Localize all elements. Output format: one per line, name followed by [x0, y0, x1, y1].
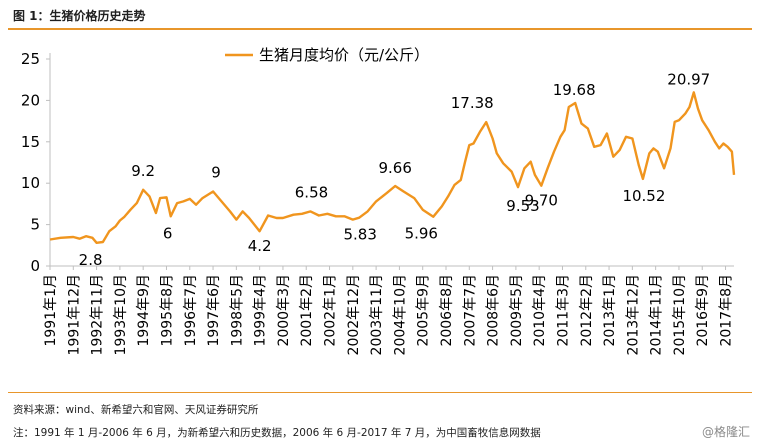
- data-label: 20.97: [667, 70, 710, 88]
- x-tick-label: 2004年10月: [392, 274, 408, 355]
- watermark: @格隆汇: [701, 425, 750, 439]
- x-tick-label: 2017年8月: [719, 274, 735, 347]
- price-series-line: [49, 91, 736, 245]
- footnote: 注：1991 年 1 月-2006 年 6 月，为新希望六和历史数据，2006 …: [13, 427, 541, 439]
- x-tick-label: 1995年8月: [159, 274, 175, 347]
- data-label: 10.52: [622, 187, 665, 205]
- legend-label: 生猪月度均价（元/公斤）: [259, 46, 429, 64]
- watermark-text: 格隆汇: [713, 425, 750, 439]
- x-tick-label: 2015年10月: [672, 274, 688, 355]
- data-label: 2.8: [79, 251, 103, 269]
- data-label: 9.66: [378, 159, 411, 177]
- x-tick-label: 1993年10月: [113, 274, 129, 355]
- data-label: 6: [163, 224, 173, 242]
- x-tick-label: 1992年11月: [90, 274, 106, 355]
- x-tick-label: 1996年7月: [183, 274, 199, 347]
- x-tick-label: 2002年12月: [346, 274, 362, 355]
- x-tick-label: 2010年4月: [532, 274, 548, 347]
- x-tick-label: 2001年2月: [299, 274, 315, 347]
- x-tick-label: 1991年1月: [43, 274, 59, 347]
- x-tick-label: 2006年8月: [439, 274, 455, 347]
- x-tick-label: 2011年3月: [555, 274, 571, 347]
- figure-title: 图 1：生猪价格历史走势: [13, 9, 146, 23]
- x-tick-label: 2013年12月: [625, 274, 641, 355]
- y-tick-label: 15: [21, 133, 40, 151]
- x-tick-label: 2005年9月: [416, 274, 432, 347]
- data-label: 17.38: [451, 94, 494, 112]
- x-tick-label: 1999年4月: [253, 274, 269, 347]
- x-tick-label: 2016年9月: [695, 274, 711, 347]
- data-label: 5.96: [405, 225, 438, 243]
- bottom-rule: [8, 392, 752, 393]
- x-tick-label: 1991年12月: [66, 274, 82, 355]
- x-tick-label: 2007年7月: [462, 274, 478, 347]
- data-label: 9.2: [131, 162, 155, 180]
- top-rule: [8, 28, 752, 30]
- x-tick-label: 1997年6月: [206, 274, 222, 347]
- data-labels: 9.2 9 6 2.8 4.2 6.58 5.83 9.66 5.96 17.38 9.539.70…: [79, 70, 711, 268]
- x-tick-label: 2012年2月: [579, 274, 595, 347]
- x-tick-label: 2013年1月: [602, 274, 618, 347]
- x-tick-label: 2000年3月: [276, 274, 292, 347]
- x-tick-label: 2014年11月: [649, 274, 665, 355]
- y-axis: 0 5 10 15 20 25: [21, 50, 51, 275]
- source-note: 资料来源：wind、新希望六和官网、天风证券研究所: [13, 404, 259, 416]
- y-tick-label: 20: [21, 91, 40, 109]
- data-label: 9.70: [525, 192, 558, 210]
- x-tick-label: 1998年5月: [229, 274, 245, 347]
- y-tick-label: 0: [30, 257, 40, 275]
- data-label: 9.53: [506, 197, 539, 215]
- x-tick-label: 2008年6月: [486, 274, 502, 347]
- data-label: 4.2: [248, 237, 272, 255]
- data-label: 5.83: [343, 226, 376, 244]
- plot-area: [49, 91, 736, 245]
- y-tick-label: 5: [30, 216, 40, 234]
- x-tick-label: 1994年9月: [136, 274, 152, 347]
- data-label: 9: [211, 163, 221, 181]
- x-tick-label: 2009年5月: [509, 274, 525, 347]
- data-label: 6.58: [295, 183, 328, 201]
- chart-legend: 生猪月度均价（元/公斤）: [225, 46, 429, 64]
- y-tick-label: 25: [21, 50, 40, 68]
- x-tick-label: 2002年1月: [323, 274, 339, 347]
- data-label: 19.68: [553, 81, 596, 99]
- x-tick-label: 2003年11月: [369, 274, 385, 355]
- x-axis: 1991年1月 1991年12月 1992年11月 1993年10月 1994年9月 19…: [43, 265, 735, 355]
- y-tick-label: 10: [21, 174, 40, 192]
